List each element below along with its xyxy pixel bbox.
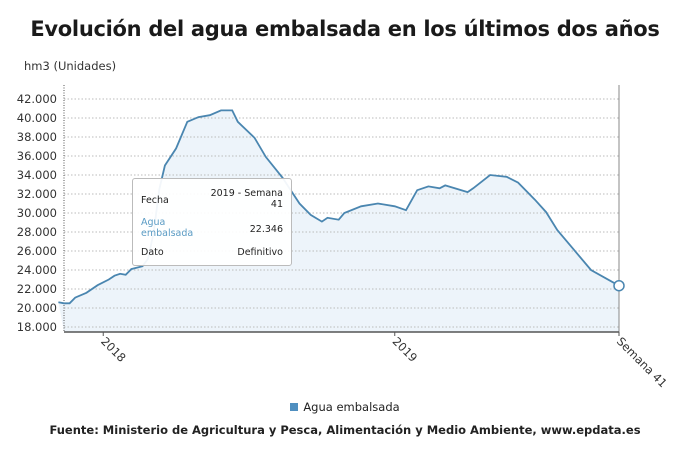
tooltip-fecha-label: Fecha: [141, 195, 169, 206]
y-tick-label: 18.000: [17, 320, 57, 334]
legend-label: Agua embalsada: [303, 400, 400, 414]
series-area: [58, 110, 619, 333]
y-tick-label: 28.000: [17, 225, 57, 239]
chart-svg: 18.000 20.000 22.000 24.000 26.000 28.000 30.0…: [17, 85, 670, 390]
legend[interactable]: Agua embalsada: [0, 400, 690, 414]
tooltip: Fecha 2019 - Semana 41 Agua embalsada 22.3…: [132, 178, 292, 266]
y-tick-label: 42.000: [17, 92, 57, 106]
x-tick-label: 2018: [98, 334, 129, 365]
y-tick-label: 34.000: [17, 168, 57, 182]
legend-swatch: [290, 403, 299, 411]
tooltip-dato-value: Definitivo: [237, 247, 283, 258]
x-tick-label: 2019: [390, 334, 421, 365]
highlighted-point: [613, 279, 625, 292]
tooltip-dato-label: Dato: [141, 247, 164, 258]
y-tick-label: 32.000: [17, 187, 57, 201]
tooltip-fecha-value: 2019 - Semana 41: [210, 188, 283, 210]
y-tick-label: 20.000: [17, 301, 57, 315]
y-tick-label: 30.000: [17, 206, 57, 220]
tooltip-series-value: 22.346: [249, 224, 283, 235]
chart-title: Evolución del agua embalsada en los últi…: [30, 17, 660, 41]
y-tick-label: 22.000: [17, 282, 57, 296]
y-tick-label: 38.000: [17, 130, 57, 144]
y-tick-label: 36.000: [17, 149, 57, 163]
y-tick-label: 26.000: [17, 244, 57, 258]
x-tick-label: Semana 41: [614, 334, 670, 390]
source-note: Fuente: Ministerio de Agricultura y Pesc…: [49, 423, 641, 437]
y-axis-unit-label: hm3 (Unidades): [24, 59, 117, 73]
tooltip-series-label: Agua embalsada: [141, 217, 194, 239]
y-tick-label: 40.000: [17, 111, 57, 125]
y-tick-label: 24.000: [17, 263, 57, 277]
